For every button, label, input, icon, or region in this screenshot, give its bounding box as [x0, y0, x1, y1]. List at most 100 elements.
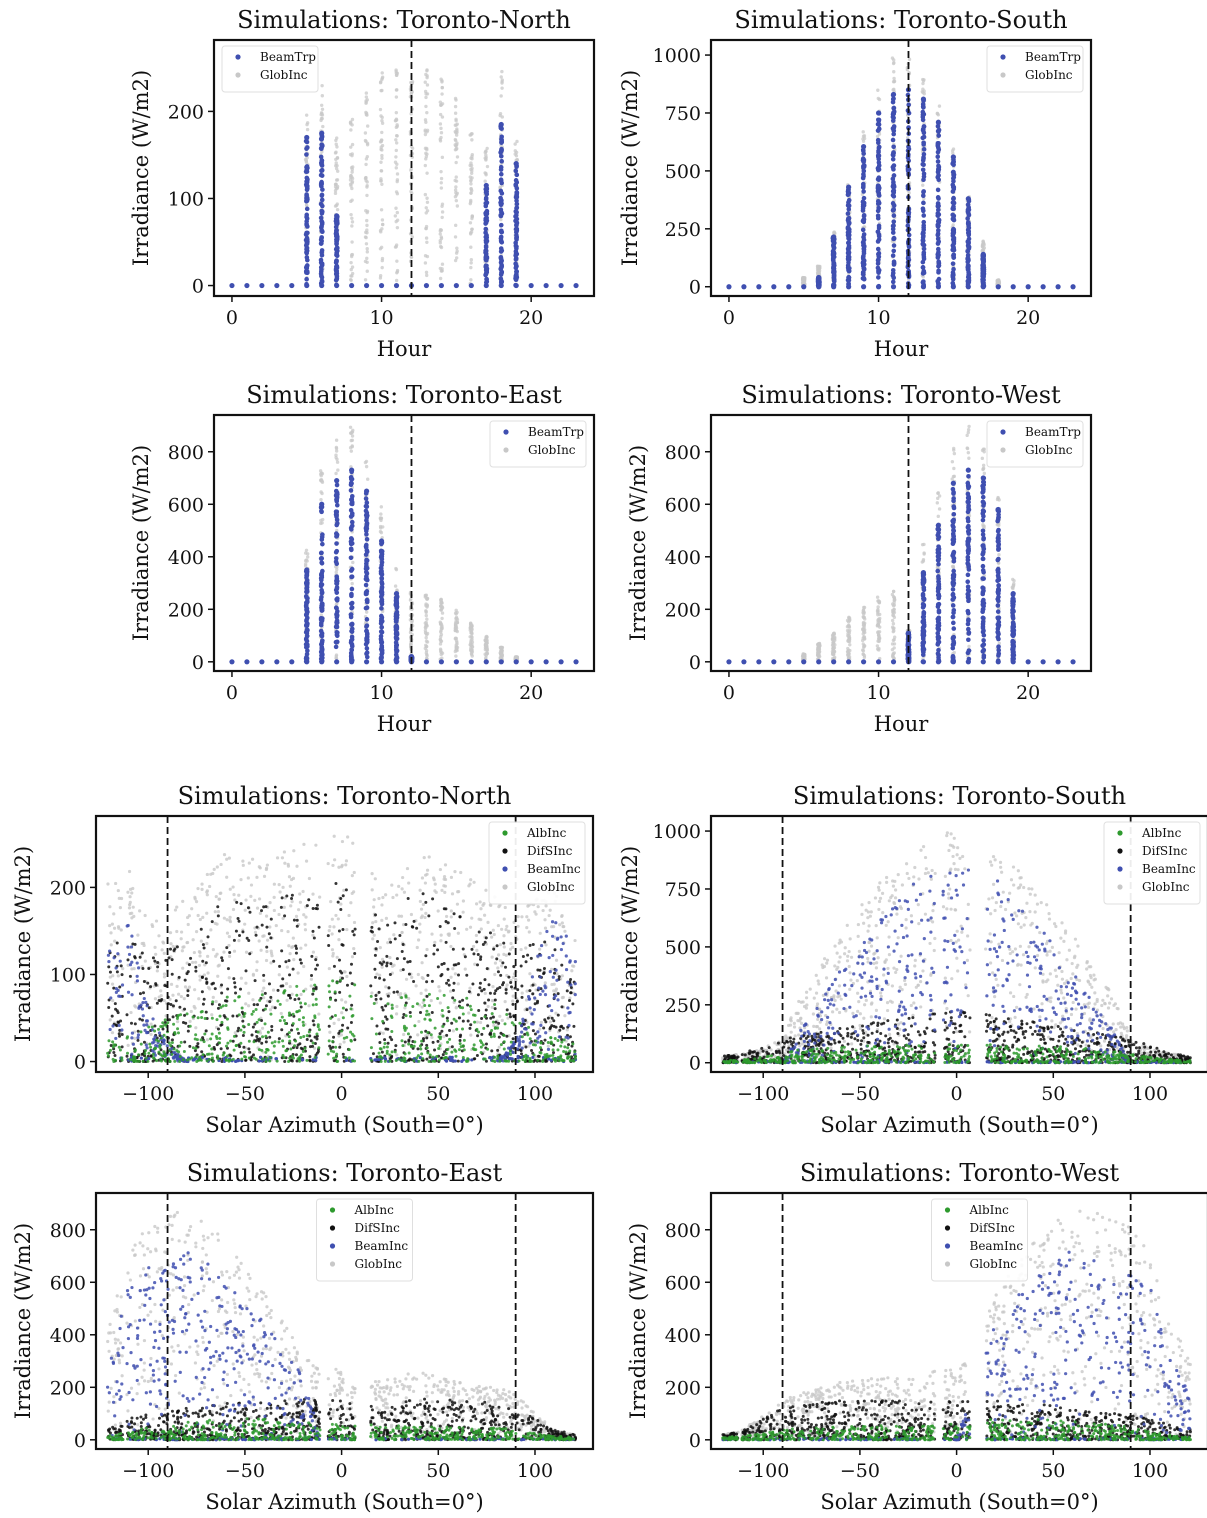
- y-tick-label: 0: [192, 652, 204, 674]
- globinc-point: [393, 245, 398, 249]
- globinc-point: [981, 467, 985, 472]
- beamtrp-point: [981, 513, 986, 519]
- beamtrp-point: [861, 213, 867, 219]
- beamtrp-point: [966, 212, 972, 218]
- beamtrp-point: [543, 659, 549, 665]
- beamtrp-point: [845, 230, 851, 235]
- globinc-point: [862, 637, 867, 641]
- globinc-point: [861, 652, 865, 656]
- beamtrp-point: [513, 161, 519, 167]
- globinc-point: [319, 490, 323, 494]
- globinc-point: [469, 182, 473, 186]
- globinc-point: [394, 278, 399, 283]
- globinc-point: [847, 619, 852, 623]
- beamtrp-point: [379, 599, 384, 604]
- globinc-point: [425, 130, 429, 134]
- globinc-point: [395, 259, 399, 263]
- beamtrp-point: [951, 213, 957, 219]
- beamtrp-point: [349, 622, 354, 627]
- beamtrp-point: [950, 655, 956, 661]
- globinc-point: [485, 146, 489, 151]
- globinc-point: [381, 525, 385, 529]
- beamtrp-point: [379, 625, 385, 630]
- beamtrp-point: [935, 187, 941, 193]
- beamtrp-point: [875, 128, 881, 133]
- globinc-point: [423, 132, 428, 137]
- globinc-point: [394, 68, 398, 72]
- globinc-point: [378, 247, 383, 251]
- y-tick-label: 250: [665, 219, 701, 241]
- beamtrp-point: [951, 217, 957, 223]
- beamtrp-point: [498, 195, 503, 201]
- beamtrp-point: [378, 282, 385, 289]
- globinc-point: [861, 609, 866, 613]
- beamtrp-point: [319, 158, 325, 163]
- beamtrp-point: [831, 258, 836, 263]
- globinc-point: [453, 111, 458, 115]
- globinc-point: [349, 260, 353, 265]
- beamtrp-point: [951, 549, 957, 555]
- globinc-point: [334, 150, 338, 154]
- globinc-point: [831, 635, 835, 639]
- beamtrp-point: [318, 617, 324, 623]
- globinc-point: [453, 223, 458, 228]
- y-tick-label: 200: [168, 599, 204, 621]
- beamtrp-point: [966, 637, 971, 643]
- beamtrp-point: [861, 183, 866, 189]
- x-axis-label: Hour: [377, 337, 432, 361]
- beamtrp-point: [363, 488, 370, 494]
- globinc-point: [876, 88, 880, 92]
- beamtrp-point: [935, 568, 941, 574]
- beamtrp-point: [304, 567, 310, 573]
- globinc-point: [875, 134, 880, 139]
- beamtrp-point: [363, 525, 369, 530]
- globinc-point: [892, 58, 896, 62]
- globinc-point: [394, 118, 398, 123]
- globinc-point: [440, 215, 444, 220]
- beamtrp-point: [318, 556, 324, 561]
- globinc-point: [394, 138, 398, 142]
- globinc-point: [469, 200, 473, 204]
- globinc-point: [365, 247, 369, 251]
- beamtrp-point: [349, 574, 354, 580]
- beamtrp-point: [816, 659, 822, 665]
- beamtrp-point: [394, 612, 400, 618]
- beamtrp-point: [966, 504, 971, 510]
- globinc-point: [892, 615, 897, 620]
- x-tick-label: 20: [519, 307, 543, 329]
- beamtrp-point: [319, 261, 325, 267]
- beamtrp-point: [364, 571, 370, 576]
- beamtrp-point: [860, 259, 866, 265]
- globinc-point: [334, 602, 339, 607]
- globinc-point: [349, 449, 354, 453]
- beamtrp-point: [334, 496, 340, 501]
- beamtrp-point: [921, 193, 926, 199]
- beamtrp-point: [951, 241, 957, 246]
- beamtrp-point: [319, 633, 325, 639]
- beamtrp-point: [514, 172, 520, 178]
- beamtrp-point: [891, 243, 897, 248]
- globinc-point: [952, 448, 956, 452]
- globinc-point: [303, 564, 308, 568]
- globinc-point: [439, 235, 444, 239]
- globinc-point: [380, 130, 384, 135]
- beamtrp-point: [950, 480, 956, 486]
- beamtrp-point: [319, 594, 324, 600]
- globinc-point: [350, 117, 355, 122]
- globinc-point: [425, 92, 430, 96]
- beamtrp-point: [334, 478, 340, 484]
- beamtrp-point: [965, 495, 971, 501]
- beamtrp-point: [981, 536, 986, 542]
- globinc-point: [439, 126, 443, 131]
- globinc-point: [380, 218, 385, 222]
- globinc-point: [951, 151, 955, 155]
- globinc-point: [349, 145, 353, 149]
- globinc-point: [935, 111, 940, 116]
- globinc-point: [350, 240, 354, 244]
- globinc-point: [334, 570, 338, 575]
- beamtrp-point: [875, 659, 882, 665]
- beamtrp-point: [498, 282, 504, 289]
- beamtrp-point: [966, 617, 971, 622]
- beamtrp-point: [876, 149, 881, 155]
